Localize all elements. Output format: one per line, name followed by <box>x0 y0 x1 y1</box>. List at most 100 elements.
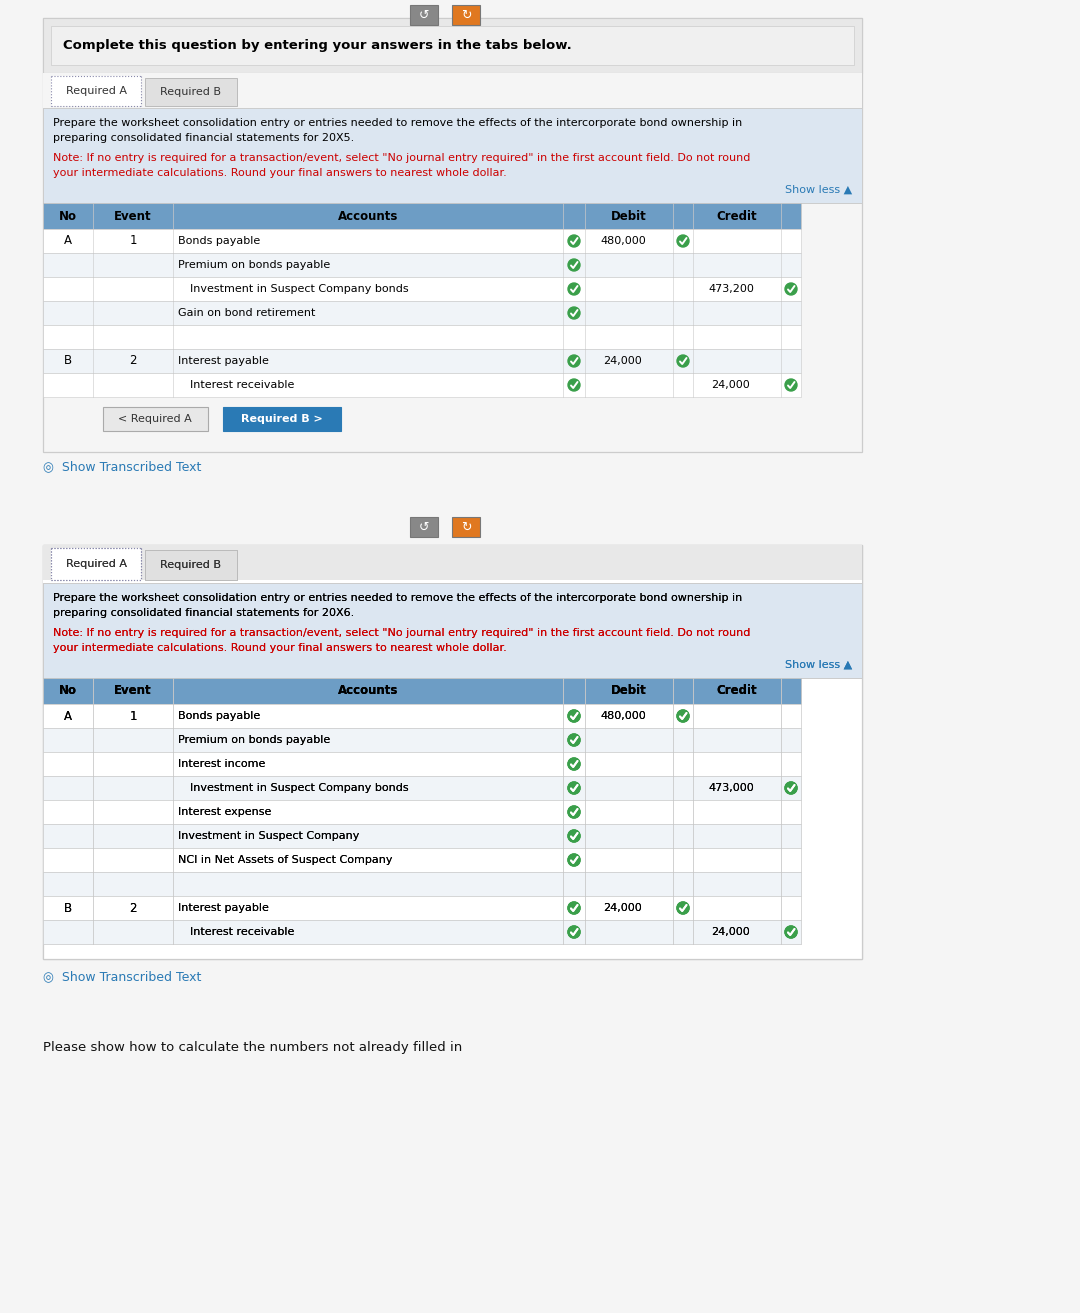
Bar <box>410 517 438 537</box>
Text: 2: 2 <box>130 902 137 914</box>
Text: Credit: Credit <box>717 684 757 697</box>
Text: Debit: Debit <box>611 684 647 697</box>
Bar <box>43 108 862 204</box>
Text: Required B: Required B <box>161 87 221 97</box>
Bar <box>145 550 237 580</box>
Text: 24,000: 24,000 <box>604 903 643 913</box>
Bar <box>43 74 862 108</box>
Text: Note: If no entry is required for a transaction/event, select "No journal entry : Note: If no entry is required for a tran… <box>53 154 751 163</box>
Text: Please show how to calculate the numbers not already filled in: Please show how to calculate the numbers… <box>43 1040 462 1053</box>
Bar <box>43 920 801 944</box>
Bar <box>51 548 141 580</box>
Text: Accounts: Accounts <box>338 210 399 222</box>
Bar <box>43 204 801 228</box>
Circle shape <box>568 853 580 867</box>
Text: 24,000: 24,000 <box>712 927 751 937</box>
Text: Prepare the worksheet consolidation entry or entries needed to remove the effect: Prepare the worksheet consolidation entr… <box>53 593 742 603</box>
Bar <box>43 727 801 752</box>
Bar <box>43 752 801 776</box>
Text: NCI in Net Assets of Suspect Company: NCI in Net Assets of Suspect Company <box>178 855 392 865</box>
Bar <box>51 548 141 580</box>
Bar <box>43 825 801 848</box>
Text: No: No <box>59 210 77 222</box>
Text: ◎  Show Transcribed Text: ◎ Show Transcribed Text <box>43 970 201 983</box>
Circle shape <box>677 355 689 368</box>
Text: Show less ▲: Show less ▲ <box>785 660 852 670</box>
Circle shape <box>785 926 797 937</box>
Text: 24,000: 24,000 <box>712 379 751 390</box>
Text: Debit: Debit <box>611 210 647 222</box>
Circle shape <box>568 379 580 391</box>
Circle shape <box>677 710 689 722</box>
Bar <box>43 776 801 800</box>
Text: Credit: Credit <box>717 684 757 697</box>
Circle shape <box>568 259 580 270</box>
Bar <box>43 301 801 326</box>
Text: Bonds payable: Bonds payable <box>178 712 260 721</box>
Text: < Required A: < Required A <box>118 414 192 424</box>
Bar <box>43 920 801 944</box>
Text: B: B <box>64 902 72 914</box>
Circle shape <box>568 926 580 937</box>
Text: Bonds payable: Bonds payable <box>178 236 260 246</box>
Circle shape <box>568 902 580 914</box>
Circle shape <box>568 758 580 769</box>
Bar <box>43 253 801 277</box>
Bar <box>43 583 862 678</box>
Circle shape <box>568 783 580 794</box>
Bar <box>43 895 801 920</box>
Text: 1: 1 <box>130 709 137 722</box>
Bar <box>51 26 854 66</box>
Text: Interest payable: Interest payable <box>178 903 269 913</box>
Bar <box>43 580 862 583</box>
Text: 24,000: 24,000 <box>604 356 643 366</box>
Bar <box>43 752 801 776</box>
Bar <box>43 583 862 678</box>
Circle shape <box>568 758 580 769</box>
Bar <box>43 776 801 800</box>
Text: Required B >: Required B > <box>241 414 323 424</box>
Bar <box>43 277 801 301</box>
Text: Investment in Suspect Company: Investment in Suspect Company <box>178 831 360 842</box>
Text: Premium on bonds payable: Premium on bonds payable <box>178 735 330 744</box>
Text: ↺: ↺ <box>419 520 429 533</box>
Text: 473,000: 473,000 <box>708 783 754 793</box>
Bar <box>43 678 801 704</box>
Text: 1: 1 <box>130 235 137 247</box>
Circle shape <box>568 284 580 295</box>
Circle shape <box>785 379 797 391</box>
Circle shape <box>568 783 580 794</box>
Bar <box>145 77 237 106</box>
Text: 24,000: 24,000 <box>604 903 643 913</box>
Bar <box>43 18 862 452</box>
Circle shape <box>568 806 580 818</box>
Text: Note: If no entry is required for a transaction/event, select "No journal entry : Note: If no entry is required for a tran… <box>53 628 751 638</box>
Bar <box>453 5 480 25</box>
Text: NCI in Net Assets of Suspect Company: NCI in Net Assets of Suspect Company <box>178 855 392 865</box>
Text: Gain on bond retirement: Gain on bond retirement <box>178 309 315 318</box>
Bar <box>43 895 801 920</box>
Text: Credit: Credit <box>717 210 757 222</box>
Text: Required A: Required A <box>66 559 126 569</box>
Bar <box>43 825 801 848</box>
Bar <box>222 407 341 431</box>
Circle shape <box>677 902 689 914</box>
Text: ↺: ↺ <box>419 8 429 21</box>
Text: Show less ▲: Show less ▲ <box>785 185 852 196</box>
Text: preparing consolidated financial statements for 20X6.: preparing consolidated financial stateme… <box>53 608 354 618</box>
Circle shape <box>568 307 580 319</box>
Text: Interest expense: Interest expense <box>178 807 271 817</box>
Text: 2: 2 <box>130 902 137 914</box>
Circle shape <box>568 710 580 722</box>
Circle shape <box>677 235 689 247</box>
Text: 1: 1 <box>130 709 137 722</box>
Text: Debit: Debit <box>611 684 647 697</box>
Text: Interest payable: Interest payable <box>178 356 269 366</box>
Text: Note: If no entry is required for a transaction/event, select "No journal entry : Note: If no entry is required for a tran… <box>53 628 751 638</box>
Text: A: A <box>64 709 72 722</box>
Text: 480,000: 480,000 <box>600 236 646 246</box>
Bar <box>43 872 801 895</box>
Text: your intermediate calculations. Round your final answers to nearest whole dollar: your intermediate calculations. Round yo… <box>53 168 507 179</box>
Bar <box>43 373 801 397</box>
Bar <box>43 727 801 752</box>
